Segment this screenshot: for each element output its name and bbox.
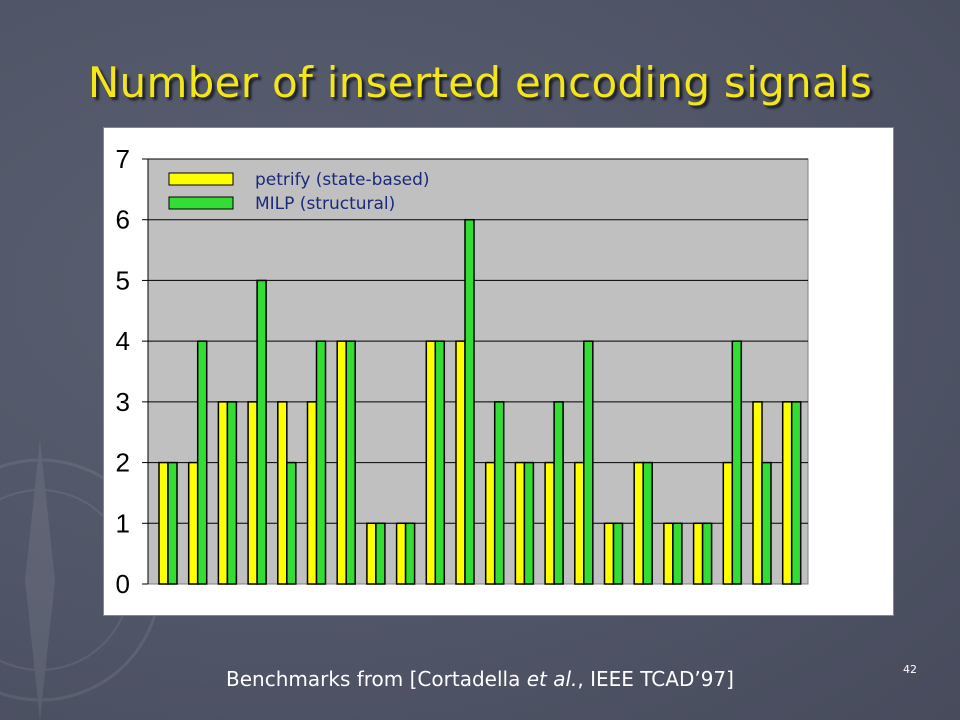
bar-petrify bbox=[544, 461, 555, 585]
y-tick-label: 1 bbox=[116, 508, 130, 538]
bar-milp bbox=[434, 340, 446, 585]
bar-chart: 0 1 2 3 4 5 6 7 petrify (state-based) MILP (stru… bbox=[116, 144, 809, 599]
legend-label: petrify (state-based) bbox=[255, 170, 430, 190]
bar-milp bbox=[286, 461, 297, 585]
y-tick-label: 6 bbox=[116, 205, 130, 235]
bar-petrify bbox=[247, 401, 258, 585]
bar-milp bbox=[464, 218, 475, 585]
bar-milp bbox=[583, 340, 594, 585]
bar-petrify bbox=[752, 401, 763, 585]
y-tick-label: 2 bbox=[116, 448, 130, 478]
caption-italic: et al. bbox=[526, 667, 578, 691]
bar-milp bbox=[345, 340, 356, 585]
bar-petrify bbox=[217, 401, 229, 585]
bar-milp bbox=[612, 522, 624, 585]
bar-petrify bbox=[366, 522, 377, 585]
bar-milp bbox=[523, 461, 535, 585]
bar-petrify bbox=[781, 401, 793, 585]
bar-petrify bbox=[633, 461, 644, 585]
caption-suffix: , IEEE TCAD’97] bbox=[577, 667, 734, 691]
bar-milp bbox=[790, 401, 802, 585]
bar-petrify bbox=[663, 522, 674, 585]
bar-milp bbox=[167, 461, 178, 585]
bar-milp bbox=[642, 461, 653, 585]
legend-swatch bbox=[168, 172, 234, 186]
bar-milp bbox=[731, 340, 743, 585]
bar-milp bbox=[672, 522, 683, 585]
bar-petrify bbox=[603, 522, 615, 585]
bar-milp bbox=[256, 279, 267, 585]
bar-petrify bbox=[425, 340, 437, 585]
y-tick-label: 4 bbox=[116, 326, 130, 356]
bar-milp bbox=[315, 340, 327, 585]
bar-petrify bbox=[306, 401, 318, 585]
bar-petrify bbox=[158, 461, 169, 585]
y-tick-label: 0 bbox=[116, 569, 130, 599]
bar-petrify bbox=[277, 401, 288, 585]
bar-petrify bbox=[455, 340, 466, 585]
bar-milp bbox=[404, 522, 416, 585]
legend-label: MILP (structural) bbox=[255, 194, 395, 214]
plot-area bbox=[147, 158, 809, 585]
benchmark-source-caption: Benchmarks from [Cortadella et al., IEEE… bbox=[0, 667, 960, 691]
caption-prefix: Benchmarks from [Cortadella bbox=[226, 667, 527, 691]
bar-milp bbox=[761, 461, 772, 585]
bar-petrify bbox=[484, 461, 496, 585]
bar-milp bbox=[701, 522, 713, 585]
bar-petrify bbox=[692, 522, 704, 585]
bar-milp bbox=[553, 401, 564, 585]
slide-title: Number of inserted encoding signals bbox=[87, 58, 873, 107]
y-axis-ticks: 0 1 2 3 4 5 6 7 bbox=[116, 144, 130, 599]
bar-petrify bbox=[722, 461, 734, 585]
bar-petrify bbox=[395, 522, 407, 585]
bar-petrify bbox=[514, 461, 526, 585]
bar-milp bbox=[226, 401, 238, 585]
legend-swatch bbox=[168, 196, 234, 210]
y-tick-label: 3 bbox=[116, 387, 130, 417]
bars bbox=[158, 218, 802, 585]
bar-milp bbox=[493, 401, 505, 585]
y-tick-label: 7 bbox=[116, 144, 130, 174]
y-tick-label: 5 bbox=[116, 265, 130, 295]
legend: petrify (state-based) MILP (structural) bbox=[168, 170, 430, 214]
bar-petrify bbox=[336, 340, 347, 585]
slide-number: 42 bbox=[903, 663, 917, 676]
bar-milp bbox=[196, 340, 208, 585]
bar-milp bbox=[375, 522, 386, 585]
bar-chart-panel: 0 1 2 3 4 5 6 7 petrify (state-based) MILP (stru… bbox=[103, 127, 894, 616]
bar-petrify bbox=[574, 461, 585, 585]
bar-petrify bbox=[187, 461, 199, 585]
